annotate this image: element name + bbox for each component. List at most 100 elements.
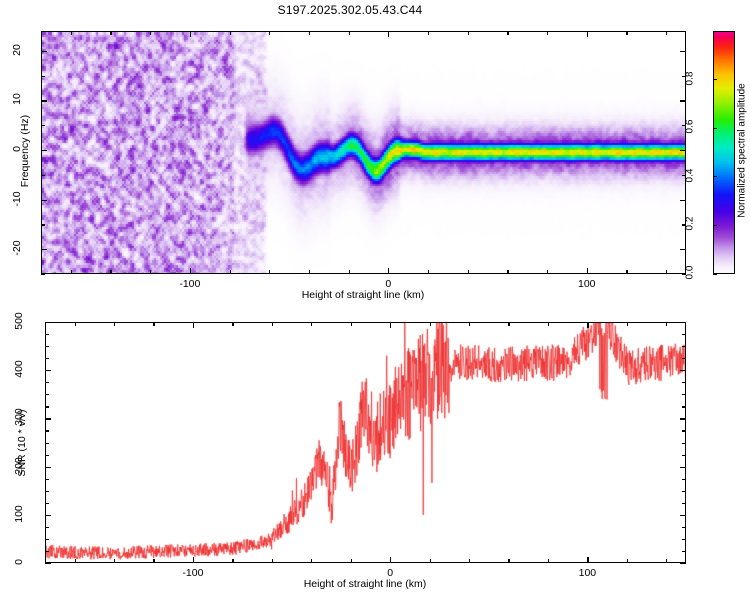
spectrogram-xticklabel: -100 bbox=[179, 278, 201, 290]
snr-ytick bbox=[45, 430, 49, 432]
spectrogram-ytick-right bbox=[680, 199, 686, 201]
snr-ytick bbox=[45, 322, 51, 324]
spectrogram-xtick bbox=[229, 270, 231, 274]
snr-xtick-top bbox=[547, 322, 550, 326]
snr-ytick bbox=[45, 454, 49, 456]
spectrogram-xtick bbox=[388, 268, 390, 274]
spectrogram-xtick-top bbox=[229, 31, 231, 35]
spectrogram-xtick bbox=[269, 270, 271, 274]
spectrogram-xtick-top bbox=[388, 31, 390, 37]
snr-ytick bbox=[45, 563, 51, 565]
spectrogram-xtick bbox=[189, 268, 192, 274]
snr-ytick-right bbox=[682, 442, 686, 444]
snr-xticklabel: 0 bbox=[387, 567, 394, 579]
snr-ytick-right bbox=[680, 563, 686, 565]
snr-ytick bbox=[45, 514, 51, 516]
snr-ytick-right bbox=[682, 382, 686, 384]
spectrogram-xtick-top bbox=[189, 31, 192, 37]
spectrogram-xtick-top bbox=[428, 31, 430, 35]
spectrogram-xtick bbox=[308, 270, 311, 274]
spectrogram-xtick-top bbox=[110, 31, 112, 35]
snr-ytick bbox=[45, 442, 49, 444]
spectrogram-ytick bbox=[41, 174, 45, 176]
spectrogram-ytick-right bbox=[682, 174, 686, 176]
snr-xtick-top bbox=[626, 322, 629, 326]
snr-xtick-top bbox=[74, 322, 76, 326]
snr-xtick-top bbox=[587, 322, 589, 328]
figure-title: S197.2025.302.05.43.C44 bbox=[277, 3, 423, 17]
snr-ytick bbox=[45, 526, 49, 529]
snr-canvas bbox=[46, 323, 685, 562]
spectrogram-xtick bbox=[150, 270, 152, 274]
snr-ytick-right bbox=[682, 454, 686, 456]
spectrogram-yticklabel: 20 bbox=[11, 43, 23, 56]
spectrogram-xtick-top bbox=[269, 31, 271, 35]
spectrogram-ytick bbox=[41, 75, 45, 77]
colorbar-tick bbox=[713, 79, 717, 81]
spectrogram-ytick-right bbox=[682, 274, 686, 276]
snr-ytick-right bbox=[682, 334, 686, 336]
snr-ytick-right bbox=[682, 502, 686, 504]
snr-xtick bbox=[114, 559, 116, 563]
snr-ytick-right bbox=[680, 466, 686, 468]
snr-ytick-right bbox=[682, 526, 686, 529]
snr-ytick bbox=[45, 370, 51, 372]
spectrogram-yticklabel: -20 bbox=[11, 240, 23, 256]
colorbar-ticklabel: 0.0 bbox=[684, 265, 696, 280]
snr-xtick bbox=[153, 559, 155, 563]
spectrogram-xtick-top bbox=[507, 31, 509, 35]
snr-plot-area bbox=[45, 322, 686, 563]
snr-xtick-top bbox=[311, 322, 313, 326]
snr-xtick-top bbox=[390, 322, 392, 328]
snr-ytick bbox=[45, 538, 49, 541]
spectrogram-ytick-right bbox=[682, 224, 686, 226]
colorbar-tick bbox=[713, 224, 717, 226]
colorbar bbox=[713, 31, 735, 274]
snr-ytick-right bbox=[682, 406, 686, 408]
spectrogram-ytick-right bbox=[680, 249, 686, 251]
spectrogram-xtick-top bbox=[308, 31, 311, 35]
spectrogram-xtick bbox=[507, 270, 509, 274]
snr-xtick-top bbox=[232, 322, 234, 326]
spectrogram-ytick bbox=[41, 125, 45, 127]
snr-xtick bbox=[350, 559, 352, 563]
snr-ytick-right bbox=[680, 418, 686, 420]
snr-yticklabel: 500 bbox=[13, 312, 25, 330]
spectrogram-xtick-top bbox=[467, 31, 469, 35]
spectrogram-ytick-right bbox=[680, 150, 686, 152]
spectrogram-xtick bbox=[547, 270, 549, 274]
snr-xtick bbox=[508, 559, 510, 563]
snr-xtick bbox=[587, 557, 589, 563]
snr-xtick-top bbox=[429, 322, 431, 326]
snr-ytick bbox=[45, 418, 51, 420]
snr-xtick-top bbox=[192, 322, 195, 328]
colorbar-label: Normalized spectral amplitude bbox=[736, 83, 748, 218]
spectrogram-xtick bbox=[348, 270, 350, 274]
spectrogram-xtick-top bbox=[348, 31, 350, 35]
spectrogram-ytick-right bbox=[682, 75, 686, 77]
snr-xtick-top bbox=[114, 322, 116, 326]
snr-ytick-right bbox=[680, 514, 686, 516]
snr-xtick bbox=[74, 559, 76, 563]
colorbar-tick bbox=[713, 176, 717, 178]
spectrogram-xtick-top bbox=[547, 31, 549, 35]
colorbar-ticklabel: 0.2 bbox=[684, 216, 696, 231]
snr-ytick bbox=[45, 490, 49, 492]
spectrogram-xtick-top bbox=[150, 31, 152, 35]
spectrogram-ytick-right bbox=[680, 100, 686, 102]
spectrogram-xticklabel: 100 bbox=[578, 278, 596, 290]
snr-ytick bbox=[45, 394, 49, 396]
colorbar-ticklabel: 0.6 bbox=[684, 119, 696, 134]
snr-xtick-top bbox=[350, 322, 352, 326]
snr-xtick bbox=[192, 557, 195, 563]
snr-ytick-right bbox=[682, 394, 686, 396]
snr-ytick-right bbox=[682, 490, 686, 492]
spectrogram-ytick bbox=[41, 224, 45, 226]
snr-xtick-top bbox=[666, 322, 668, 326]
snr-xtick-top bbox=[469, 322, 471, 326]
snr-ytick-right bbox=[680, 370, 686, 372]
snr-ytick-right bbox=[682, 478, 686, 480]
spectrogram-xtick bbox=[666, 270, 668, 274]
colorbar-tick bbox=[713, 127, 717, 129]
